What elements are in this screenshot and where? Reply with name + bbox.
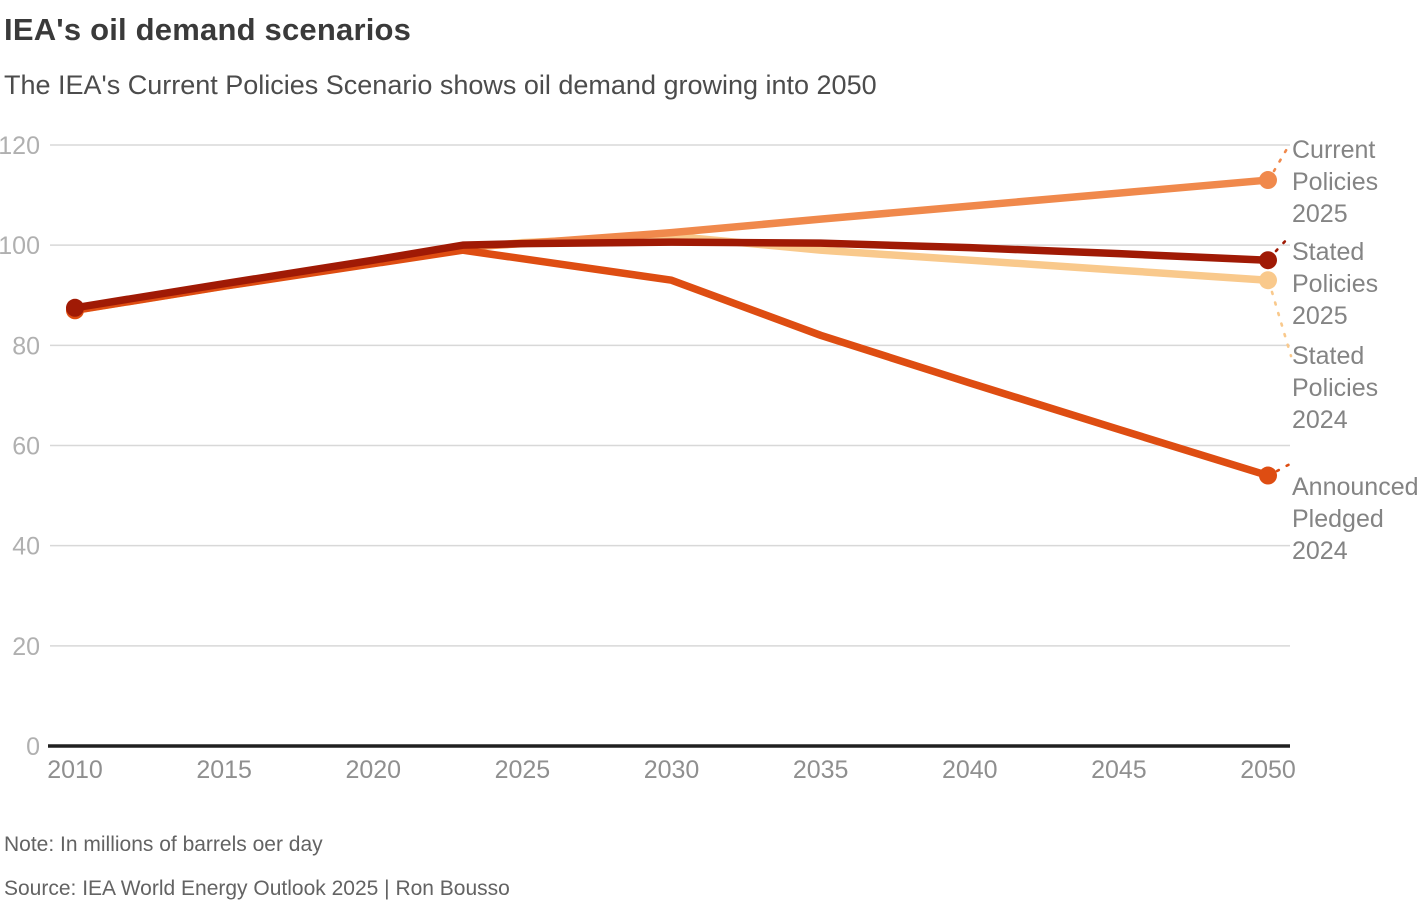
series-line-announced-pledged-2024 [71,246,1272,480]
series-label-line: Policies [1292,374,1378,402]
y-tick-label-60: 60 [12,433,40,461]
label-leader-line-stated-policies-2024 [1270,290,1293,358]
series-end-dot-current-policies-2025 [1259,171,1277,190]
chart-subtitle: The IEA's Current Policies Scenario show… [4,70,877,100]
y-tick-label-120: 120 [0,132,40,160]
y-tick-label-40: 40 [12,533,40,561]
chart-note: Note: In millions of barrels oer day [4,833,323,856]
series-label-line: Current [1292,136,1375,164]
series-label-line: Policies [1292,270,1378,298]
chart-source: Source: IEA World Energy Outlook 2025 | … [4,877,510,900]
series-label-line: Policies [1292,168,1378,196]
y-tick-label-80: 80 [12,332,40,360]
series-label-line: 2025 [1292,200,1348,228]
x-tick-label-2025: 2025 [495,756,551,784]
series-label-line: 2025 [1292,302,1348,330]
series-label-line: Announced [1292,473,1419,501]
x-tick-label-2015: 2015 [196,756,252,784]
series-label-line: Stated [1292,238,1364,266]
series-label-line: 2024 [1292,406,1348,434]
x-tick-label-2040: 2040 [942,756,998,784]
series-label-line: 2024 [1292,537,1348,565]
y-tick-label-100: 100 [0,232,40,260]
label-leader-line-announced-pledged-2024 [1275,462,1292,473]
x-tick-label-2050: 2050 [1240,756,1296,784]
x-tick-label-2045: 2045 [1091,756,1147,784]
series-label-line: Stated [1292,342,1364,370]
label-leader-line-current-policies-2025 [1272,145,1290,173]
x-tick-label-2035: 2035 [793,756,849,784]
series-line-stated-policies-2025 [71,238,1272,312]
chart-title: IEA's oil demand scenarios [4,12,412,47]
series-label-announced-pledged-2024: Announced Pledged 2024 [1292,473,1419,565]
x-tick-label-2020: 2020 [345,756,401,784]
series-end-dot-stated-policies-2025 [1259,251,1277,270]
series-line-stated-policies-2024 [71,232,1272,315]
series-label-stated-policies-2024: Stated Policies 2024 [1292,342,1378,434]
series-label-current-policies-2025: Current Policies 2025 [1292,136,1378,228]
x-tick-label-2030: 2030 [644,756,700,784]
series-end-dot-announced-pledged-2024 [1259,466,1277,485]
series-label-stated-policies-2025: Stated Policies 2025 [1292,238,1378,330]
series-start-dot-stated-policies-2025 [66,298,84,317]
y-tick-label-20: 20 [12,633,40,661]
series-label-line: Pledged [1292,505,1384,533]
x-tick-label-2010: 2010 [47,756,103,784]
label-leader-line-stated-policies-2025 [1274,235,1291,253]
series-end-dot-stated-policies-2024 [1259,271,1277,290]
y-tick-label-0: 0 [26,733,40,761]
